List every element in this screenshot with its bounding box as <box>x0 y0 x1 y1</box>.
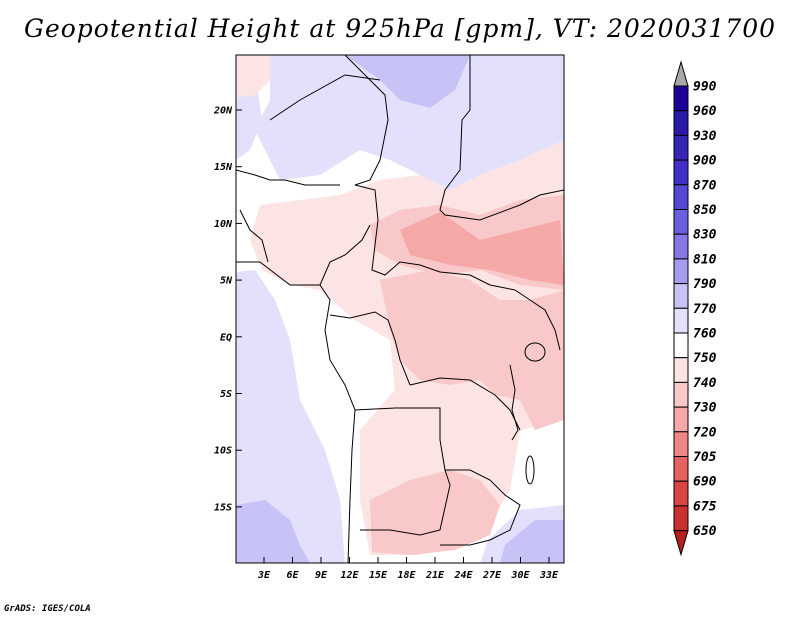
lon-label: 6E <box>286 570 299 581</box>
lat-label: 5N <box>220 276 233 287</box>
colorbar-label: 675 <box>693 499 717 514</box>
colorbar-swatch <box>673 307 689 334</box>
border-sahel-west <box>236 169 340 186</box>
colorbar-label: 960 <box>693 104 717 119</box>
colorbar-swatch <box>673 480 689 507</box>
colorbar-swatch <box>673 406 689 433</box>
longitude-axis: 3E 6E 9E 12E 15E 18E 21E 24E 27E 30E 33E <box>257 557 559 581</box>
colorbar-top-arrow <box>673 60 689 87</box>
field-pink-congo <box>380 270 564 430</box>
height-field <box>236 55 564 563</box>
lat-label: EQ <box>220 332 232 343</box>
lake-victoria <box>524 342 546 362</box>
border-congo <box>329 311 411 386</box>
border-libya <box>344 55 389 186</box>
field-pink-south <box>370 470 500 555</box>
lon-label: 21E <box>425 570 445 581</box>
colorbar-swatch <box>673 258 689 285</box>
colorbar-swatch <box>673 233 689 260</box>
field-pink-west <box>236 55 270 98</box>
colorbar-swatch <box>673 357 689 383</box>
colorbar-swatch <box>673 85 689 112</box>
border-sudan <box>439 55 564 221</box>
lat-label: 15N <box>214 162 233 173</box>
colorbar-label: 730 <box>693 401 717 416</box>
colorbar-label: 990 <box>693 80 717 95</box>
lon-label: 15E <box>369 570 388 581</box>
colorbar: 990 960 930 900 870 850 830 810 790 770 760 750 740 7… <box>673 60 717 557</box>
latitude-axis: 20N 15N 10N 5N EQ 5S 10S 15S <box>213 106 242 513</box>
colorbar-label: 740 <box>693 376 717 391</box>
border-drc <box>409 377 521 431</box>
colorbar-label: 850 <box>693 203 717 218</box>
lat-label: 20N <box>213 106 233 117</box>
lon-label: 12E <box>340 570 359 581</box>
lon-label: 27E <box>482 570 502 581</box>
lon-label: 30E <box>510 570 530 581</box>
colorbar-swatch <box>673 456 689 482</box>
colorbar-swatch <box>673 381 689 408</box>
colorbar-label: 790 <box>693 277 717 292</box>
border-east <box>514 289 561 351</box>
colorbar-label: 650 <box>693 524 717 539</box>
lon-label: 3E <box>257 570 271 581</box>
field-blue-northwest <box>236 92 262 160</box>
country-borders <box>236 55 564 563</box>
field-blue-north-core <box>345 55 470 108</box>
colorbar-label: 930 <box>693 129 717 144</box>
colorbar-label: 770 <box>693 302 717 317</box>
lat-label: 15S <box>214 502 232 513</box>
colorbar-swatch <box>673 134 689 161</box>
grads-credit: GrADS: IGES/COLA <box>4 604 91 614</box>
border-cameroon <box>319 224 371 286</box>
lake-malawi <box>525 455 535 485</box>
colorbar-swatch <box>673 184 689 211</box>
lat-label: 10S <box>214 446 232 457</box>
colorbar-label: 720 <box>693 425 717 440</box>
lon-label: 33E <box>539 570 559 581</box>
colorbar-swatch <box>673 283 689 309</box>
field-blue-ocean <box>236 270 345 563</box>
colorbar-swatch <box>673 159 689 186</box>
border-chad <box>354 184 516 291</box>
border-angola <box>354 407 451 536</box>
field-blue-southeast-core <box>500 520 564 563</box>
coastline-west <box>236 261 356 563</box>
colorbar-label: 705 <box>693 450 717 465</box>
colorbar-label: 830 <box>693 228 717 243</box>
colorbar-label: 690 <box>693 475 717 490</box>
lat-label: 5S <box>220 389 232 400</box>
lakes <box>509 342 546 485</box>
chart-title: Geopotential Height at 925hPa [gpm], VT:… <box>23 14 777 43</box>
colorbar-swatch <box>673 505 689 532</box>
border-west-africa <box>239 209 269 263</box>
map-frame <box>235 54 565 564</box>
field-blue-north <box>255 55 564 190</box>
lon-label: 24E <box>453 570 473 581</box>
colorbar-label: 870 <box>693 178 717 193</box>
colorbar-label: 810 <box>693 252 717 267</box>
colorbar-swatch <box>673 332 689 359</box>
lon-label: 9E <box>315 570 328 581</box>
lat-label: 10N <box>214 219 233 230</box>
lake-tanganyika <box>509 364 519 441</box>
field-blue-ocean-deep <box>236 500 310 563</box>
border-zambia <box>440 469 521 546</box>
colorbar-swatch <box>673 209 689 235</box>
colorbar-swatch <box>673 431 689 457</box>
colorbar-label: 900 <box>693 154 717 169</box>
colorbar-label: 750 <box>693 351 717 366</box>
field-pink-core <box>400 212 564 285</box>
lon-label: 18E <box>397 570 416 581</box>
colorbar-label: 760 <box>693 327 717 342</box>
colorbar-swatch <box>673 110 689 136</box>
border-niger <box>269 74 381 121</box>
colorbar-bottom-arrow <box>673 530 689 557</box>
